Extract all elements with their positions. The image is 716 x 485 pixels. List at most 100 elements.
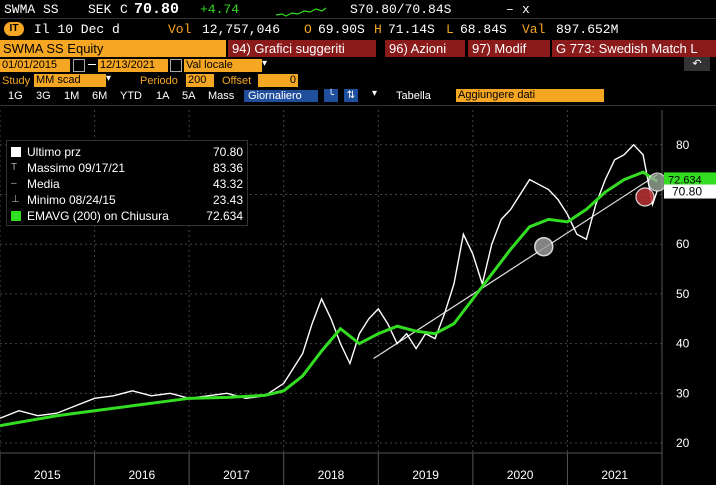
y-tick-label: 50 xyxy=(676,287,690,301)
cross-marker xyxy=(635,187,655,207)
interval-select[interactable]: Giornaliero xyxy=(244,90,318,102)
legend-name: EMAVG (200) on Chiusura xyxy=(27,209,169,223)
x-tick-label: 2015 xyxy=(34,468,61,482)
legend-row-average[interactable]: – Media 43.32 xyxy=(11,177,243,191)
volume: 12,757,046 xyxy=(202,22,281,37)
legend-value: 72.634 xyxy=(206,209,243,223)
bar-chart-icon[interactable]: ⇅ xyxy=(344,89,358,102)
y-tick-label: 30 xyxy=(676,386,690,400)
date-separator xyxy=(88,64,96,65)
ticker: SWMA SS xyxy=(4,2,59,17)
period-label: Periodo xyxy=(140,75,178,87)
study-label: Study xyxy=(2,75,31,87)
calendar-icon[interactable] xyxy=(73,59,85,72)
high-marker-icon: T xyxy=(11,162,18,173)
suggested-charts-button[interactable]: 94) Grafici suggeriti xyxy=(228,40,376,57)
high-price: 71.14S xyxy=(388,22,435,37)
last-price-tag xyxy=(664,184,716,199)
study-select[interactable]: MM scad xyxy=(34,74,106,87)
traded-value: 897.652M xyxy=(556,22,619,37)
y-tick-label: 60 xyxy=(676,237,690,251)
legend-row-ema[interactable]: EMAVG (200) on Chiusura 72.634 xyxy=(11,209,243,223)
legend-row-high[interactable]: T Massimo 09/17/21 83.36 xyxy=(11,161,243,175)
bid-ask: S70.80/70.84S xyxy=(350,2,452,17)
y-tick-label: 20 xyxy=(676,436,690,450)
offset-field[interactable]: 0 xyxy=(258,74,298,87)
high-label: H xyxy=(374,22,382,37)
legend-name: Ultimo prz xyxy=(27,145,82,159)
toolbar-separator xyxy=(0,105,716,106)
square-icon xyxy=(11,211,21,221)
range-3d[interactable]: 3G xyxy=(36,90,51,102)
period-field[interactable]: 200 xyxy=(186,74,214,87)
legend-value: 23.43 xyxy=(212,193,243,207)
open-label: O xyxy=(304,22,312,37)
range-1d[interactable]: 1G xyxy=(8,90,23,102)
legend-name: Massimo 09/17/21 xyxy=(27,161,126,175)
calendar-icon[interactable] xyxy=(170,59,182,72)
x-tick-label: 2016 xyxy=(129,468,156,482)
ema-price-tag-label: 72.634 xyxy=(668,174,702,186)
legend-row-last[interactable]: Ultimo prz 70.80 xyxy=(11,145,243,159)
currency-mode-select[interactable]: Val locale xyxy=(184,59,262,72)
range-max[interactable]: Mass xyxy=(208,90,235,102)
x-tick-label: 2019 xyxy=(412,468,439,482)
add-data-field[interactable]: Aggiungere dati xyxy=(456,89,604,102)
header-separator xyxy=(0,18,716,19)
date-from-field[interactable]: 01/01/2015 xyxy=(0,59,70,72)
range-1m[interactable]: 1M xyxy=(64,90,80,102)
low-marker-icon: ⊥ xyxy=(11,194,20,205)
chevron-down-icon[interactable]: ▾ xyxy=(106,73,112,84)
price-line xyxy=(0,143,658,419)
legend-value: 43.32 xyxy=(212,177,243,191)
square-icon xyxy=(11,147,21,157)
legend-value: 70.80 xyxy=(212,145,243,159)
cross-marker xyxy=(647,172,667,192)
legend-value: 83.36 xyxy=(212,161,243,175)
dash-marker: – xyxy=(506,2,514,17)
range-5y[interactable]: 5A xyxy=(182,90,196,102)
range-6m[interactable]: 6M xyxy=(92,90,108,102)
volume-label: Vol xyxy=(168,22,192,37)
x-tick-label: 2017 xyxy=(223,468,250,482)
x-tick-label: 2020 xyxy=(507,468,534,482)
price-change: +4.74 xyxy=(200,2,240,17)
x-tick-label: 2018 xyxy=(318,468,345,482)
trendline xyxy=(373,174,658,360)
date-info: Il 10 Dec d xyxy=(34,22,120,37)
average-marker-icon: – xyxy=(11,178,17,189)
chart-name-button[interactable]: G 773: Swedish Match L xyxy=(552,40,716,57)
value-label: Val xyxy=(522,22,546,37)
chart-type-icon[interactable]: ╰ xyxy=(324,89,338,102)
undo-icon[interactable]: ↶ xyxy=(684,57,710,71)
low-price: 68.84S xyxy=(460,22,507,37)
chevron-down-icon[interactable]: ▾ xyxy=(262,58,268,69)
actions-button[interactable]: 96) Azioni xyxy=(385,40,465,57)
range-1y[interactable]: 1A xyxy=(156,90,170,102)
offset-label: Offset xyxy=(222,75,252,87)
open-price: 69.90S xyxy=(318,22,365,37)
chevron-down-icon[interactable]: ▾ xyxy=(372,88,378,99)
legend-name: Media xyxy=(27,177,60,191)
ema-price-tag xyxy=(664,172,716,187)
ema-line xyxy=(0,170,659,428)
modify-button[interactable]: 97) Modif xyxy=(468,40,550,57)
close-marker: C xyxy=(120,2,128,17)
security-field[interactable]: SWMA SS Equity xyxy=(0,40,226,57)
sparkline-icon xyxy=(276,7,326,17)
currency: SEK xyxy=(88,2,112,17)
trend-touch-marker xyxy=(534,236,554,257)
y-tick-label: 40 xyxy=(676,337,690,351)
last-price: 70.80 xyxy=(134,1,180,18)
range-ytd[interactable]: YTD xyxy=(120,90,142,102)
chart-legend[interactable]: Ultimo prz 70.80 T Massimo 09/17/21 83.3… xyxy=(6,140,248,226)
x-marker: x xyxy=(522,2,530,17)
legend-row-low[interactable]: ⊥ Minimo 08/24/15 23.43 xyxy=(11,193,243,207)
exchange-badge: IT xyxy=(4,22,24,36)
date-to-field[interactable]: 12/13/2021 xyxy=(98,59,168,72)
legend-name: Minimo 08/24/15 xyxy=(27,193,116,207)
x-tick-label: 2021 xyxy=(601,468,628,482)
last-price-tag-label: 70.80 xyxy=(672,185,702,199)
y-tick-label: 80 xyxy=(676,138,690,152)
table-button[interactable]: Tabella xyxy=(396,90,431,102)
